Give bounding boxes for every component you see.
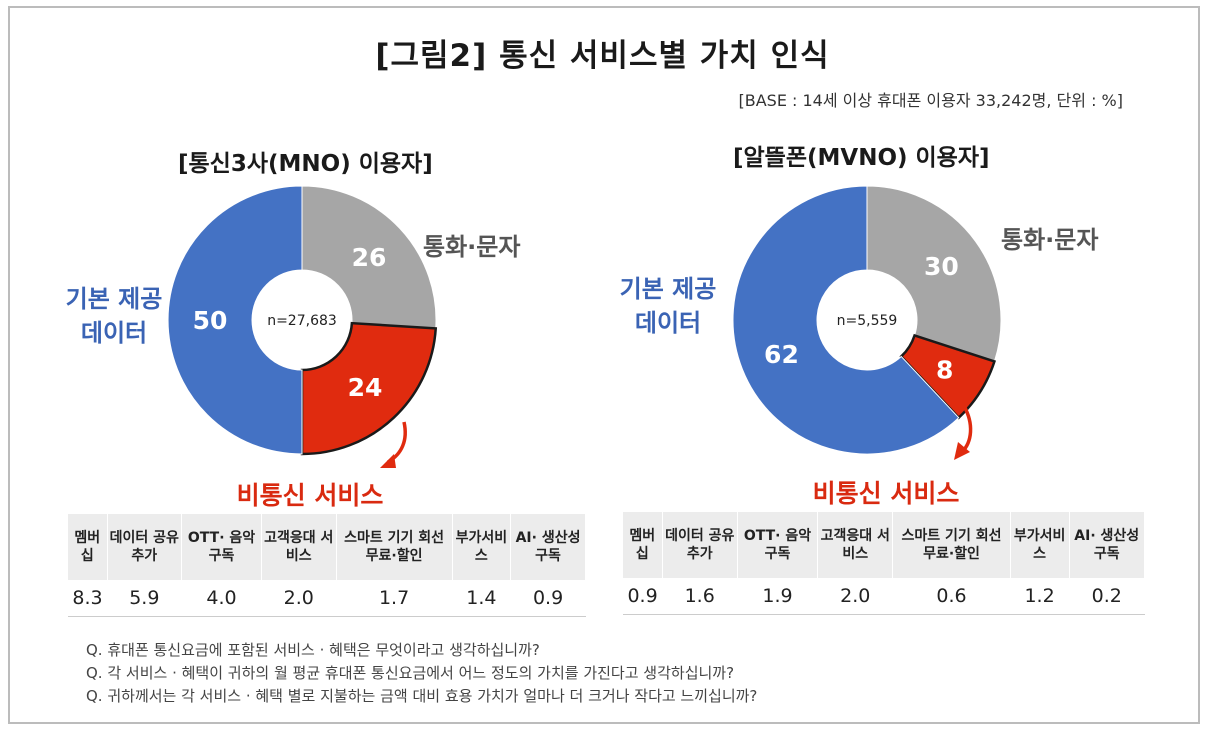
table-value-cell: 1.9 — [737, 578, 818, 615]
table-value-cell: 0.9 — [623, 578, 663, 615]
table-header-cell: AI· 생산성 구독 — [510, 514, 586, 580]
slice-value-label: 26 — [352, 243, 387, 272]
sample-size-label: n=5,559 — [837, 313, 898, 329]
slice-value-label: 50 — [193, 306, 228, 335]
slice-value-label: 8 — [936, 355, 953, 384]
table-header-cell: OTT· 음악 구독 — [737, 512, 819, 578]
table-header-cell: OTT· 음악 구독 — [181, 514, 262, 580]
table-value-cell: 1.6 — [662, 578, 738, 615]
sample-size-label: n=27,683 — [267, 313, 337, 329]
table-header-cell: 스마트 기기 회선 무료·할인 — [336, 514, 453, 580]
table-header-cell: 고객응대 서비스 — [817, 512, 894, 578]
value-table-mno: 멤버십 데이터 공유추가 OTT· 음악 구독 고객응대 서비스 스마트 기기 … — [68, 514, 586, 617]
slice-call-sms — [866, 185, 1002, 363]
survey-question: Q. 휴대폰 통신요금에 포함된 서비스 · 혜택은 무엇이라고 생각하십니까? — [86, 641, 540, 659]
label-call-sms-mvno: 통화·문자 — [1001, 226, 1099, 254]
table-header-cell: 멤버십 — [623, 512, 663, 578]
survey-question: Q. 귀하께서는 각 서비스 · 혜택 별로 지불하는 금액 대비 효용 가치가… — [86, 687, 758, 705]
table-header-cell: 고객응대 서비스 — [261, 514, 337, 580]
table-value-cell: 2.0 — [261, 580, 337, 617]
label-basic-data-mno: 기본 제공 데이터 — [54, 282, 174, 350]
arrow-icon — [954, 405, 973, 460]
slice-value-label: 30 — [924, 252, 959, 281]
figure-frame — [8, 6, 1200, 724]
table-value-row: 8.3 5.9 4.0 2.0 1.7 1.4 0.9 — [68, 580, 586, 617]
figure-title: [그림2] 통신 서비스별 가치 인식 — [375, 38, 830, 74]
slice-nontelecom — [300, 321, 438, 456]
slice-basic-data — [732, 185, 960, 455]
table-value-cell: 0.2 — [1069, 578, 1145, 615]
table-value-cell: 0.6 — [892, 578, 1011, 615]
table-header-cell: AI· 생산성 구독 — [1069, 512, 1145, 578]
table-value-cell: 1.2 — [1010, 578, 1069, 615]
table-header-cell: 스마트 기기 회선 무료·할인 — [892, 512, 1011, 578]
table-value-cell: 2.0 — [817, 578, 893, 615]
table-value-cell: 0.9 — [510, 580, 586, 617]
table-header-cell: 부가서비 스 — [452, 514, 512, 580]
panel-title-mno: [통신3사(MNO) 이용자] — [178, 151, 433, 177]
survey-question: Q. 각 서비스 · 혜택이 귀하의 월 평균 휴대폰 통신요금에서 어느 정도… — [86, 664, 735, 682]
label-call-sms-mno: 통화·문자 — [423, 233, 521, 261]
base-note: [BASE : 14세 이상 휴대폰 이용자 33,242명, 단위 : %] — [738, 91, 1124, 110]
label-basic-line2: 데이터 — [80, 319, 148, 347]
table-header-cell: 데이터 공유추가 — [662, 512, 738, 578]
table-header-cell: 부가서비 스 — [1010, 512, 1070, 578]
donut-chart-mvno: 30 8 62 n=5,559 — [732, 185, 1002, 455]
donut-chart-mno: 26 24 50 n=27,683 — [167, 185, 438, 456]
table-header-cell: 멤버십 — [68, 514, 108, 580]
value-table-mvno: 멤버십 데이터 공유추가 OTT· 음악 구독 고객응대 서비스 스마트 기기 … — [623, 512, 1145, 615]
table-value-row: 0.9 1.6 1.9 2.0 0.6 1.2 0.2 — [623, 578, 1145, 615]
slice-value-label: 24 — [348, 373, 383, 402]
table-header-cell: 데이터 공유추가 — [107, 514, 183, 580]
label-basic-line1: 기본 제공 — [619, 275, 717, 303]
slice-call-sms — [301, 185, 437, 329]
slice-value-label: 62 — [764, 340, 799, 369]
table-value-cell: 5.9 — [107, 580, 182, 617]
slice-basic-data — [167, 185, 303, 455]
table-header-row: 멤버십 데이터 공유추가 OTT· 음악 구독 고객응대 서비스 스마트 기기 … — [623, 512, 1145, 578]
label-nontelecom-mvno: 비통신 서비스 — [812, 479, 960, 508]
label-basic-data-mvno: 기본 제공 데이터 — [608, 272, 728, 340]
panel-title-mvno: [알뜰폰(MVNO) 이용자] — [733, 145, 990, 171]
label-nontelecom-mno: 비통신 서비스 — [236, 481, 384, 510]
table-header-row: 멤버십 데이터 공유추가 OTT· 음악 구독 고객응대 서비스 스마트 기기 … — [68, 514, 586, 580]
table-value-cell: 1.7 — [336, 580, 453, 617]
table-value-cell: 8.3 — [68, 580, 108, 617]
survey-questions: Q. 휴대폰 통신요금에 포함된 서비스 · 혜택은 무엇이라고 생각하십니까?… — [86, 639, 757, 708]
label-basic-line2: 데이터 — [634, 309, 702, 337]
table-value-cell: 4.0 — [181, 580, 262, 617]
arrow-icon — [380, 421, 407, 468]
table-value-cell: 1.4 — [452, 580, 511, 617]
label-basic-line1: 기본 제공 — [65, 285, 163, 313]
